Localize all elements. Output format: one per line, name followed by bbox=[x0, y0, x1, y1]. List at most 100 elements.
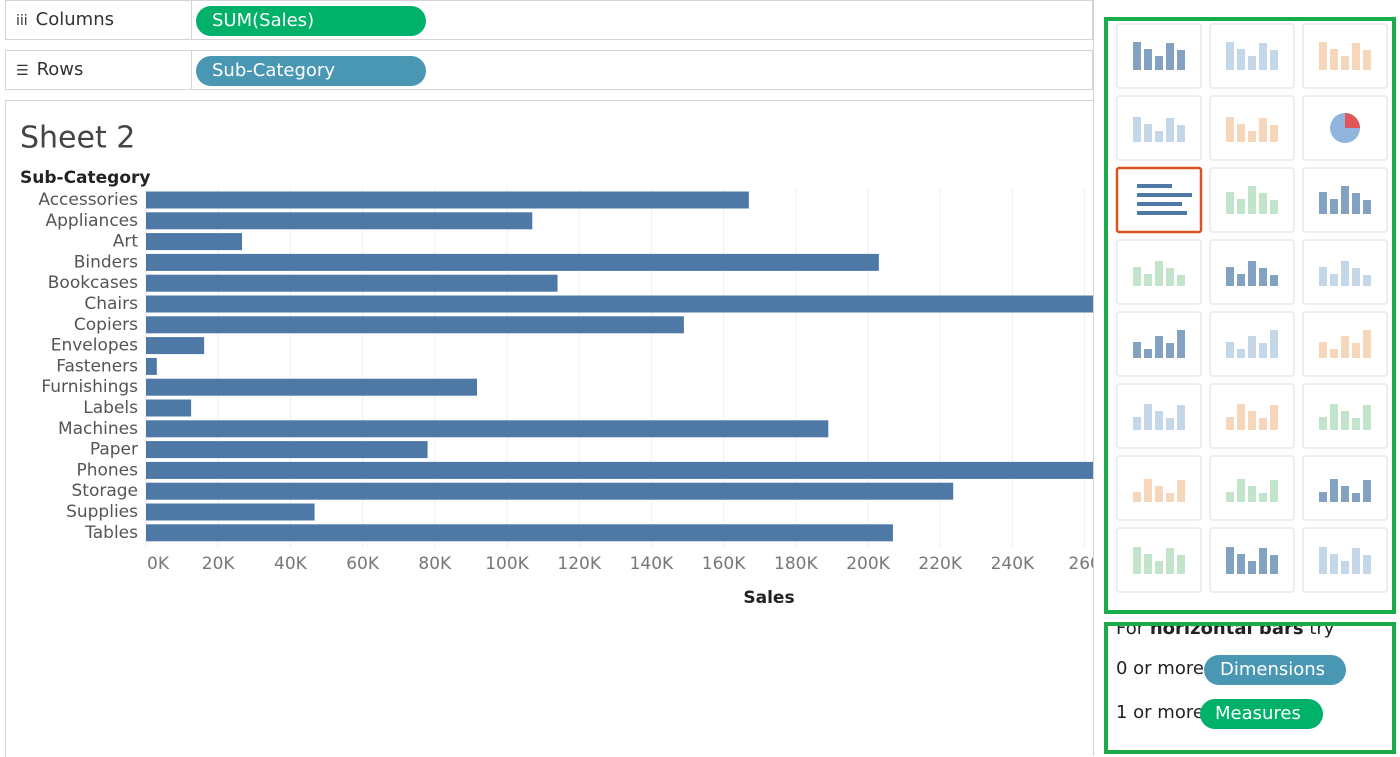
thumb-glyph bbox=[1319, 267, 1327, 286]
columns-label: Columns bbox=[35, 9, 114, 30]
thumb-glyph bbox=[1177, 275, 1185, 286]
thumb-glyph bbox=[1177, 330, 1185, 358]
bar bbox=[146, 253, 879, 271]
chart-type-thumb bbox=[1209, 527, 1295, 593]
rows-pill[interactable]: Sub-Category bbox=[196, 56, 426, 86]
thumb-glyph bbox=[1341, 56, 1349, 70]
thumb-glyph bbox=[1155, 336, 1163, 358]
y-tick-label: Storage bbox=[71, 481, 138, 501]
thumb-glyph bbox=[1166, 343, 1174, 358]
thumb-glyph bbox=[1330, 554, 1338, 574]
thumb-glyph bbox=[1259, 268, 1267, 286]
thumb-glyph bbox=[1341, 186, 1349, 214]
thumb-glyph bbox=[1352, 193, 1360, 214]
thumb-glyph bbox=[1226, 192, 1234, 214]
thumb-glyph bbox=[1155, 486, 1163, 502]
x-tick-label: 120K bbox=[557, 554, 601, 574]
bar bbox=[146, 420, 829, 438]
thumb-glyph bbox=[1177, 50, 1185, 70]
thumb-glyph bbox=[1319, 192, 1327, 214]
thumb-glyph bbox=[1259, 418, 1267, 430]
thumb-glyph bbox=[1177, 125, 1185, 142]
bar bbox=[146, 357, 157, 375]
bar bbox=[146, 503, 315, 521]
bar bbox=[146, 233, 243, 251]
thumb-glyph bbox=[1319, 42, 1327, 70]
thumb-glyph bbox=[1144, 274, 1152, 286]
bar bbox=[146, 378, 478, 396]
thumb-glyph bbox=[1237, 49, 1245, 70]
x-tick-label: 160K bbox=[702, 554, 746, 574]
thumb-glyph bbox=[1177, 555, 1185, 574]
thumb-glyph bbox=[1144, 479, 1152, 502]
thumb-glyph bbox=[1133, 267, 1141, 286]
chart-type-thumb bbox=[1302, 527, 1388, 593]
thumb-glyph bbox=[1341, 486, 1349, 502]
thumb-glyph bbox=[1137, 193, 1192, 197]
thumbnails bbox=[1115, 23, 1388, 593]
y-tick-label: Envelopes bbox=[51, 336, 138, 356]
plot: 0K 20K 40K 60K 80K 100K 120K 140K 160K 180K 200K 22… bbox=[38, 188, 1094, 574]
thumb-glyph bbox=[1144, 124, 1152, 142]
thumb-glyph bbox=[1237, 479, 1245, 502]
thumb-glyph bbox=[1133, 417, 1141, 430]
thumb-glyph bbox=[1319, 417, 1327, 430]
thumb-glyph bbox=[1177, 480, 1185, 502]
thumb-glyph bbox=[1330, 404, 1338, 430]
thumb-glyph bbox=[1226, 42, 1234, 70]
thumb-glyph bbox=[1259, 118, 1267, 142]
shelf-label: ☰ Rows bbox=[6, 51, 192, 89]
thumb-glyph bbox=[1259, 343, 1267, 358]
thumb-glyph bbox=[1319, 547, 1327, 574]
thumb-glyph bbox=[1144, 349, 1152, 358]
thumb-glyph bbox=[1345, 113, 1360, 128]
y-tick-label: Accessories bbox=[38, 190, 138, 210]
sheet-title: Sheet 2 bbox=[20, 121, 135, 156]
thumb-glyph bbox=[1237, 274, 1245, 286]
highlight-box bbox=[1104, 622, 1396, 754]
thumb-glyph bbox=[1144, 49, 1152, 70]
bar bbox=[146, 337, 205, 355]
thumb-glyph bbox=[1248, 131, 1256, 142]
thumb-glyph bbox=[1155, 131, 1163, 142]
thumb-glyph bbox=[1363, 330, 1371, 358]
thumb-glyph bbox=[1352, 548, 1360, 574]
x-tick-label: 20K bbox=[202, 554, 236, 574]
x-tick-label: 80K bbox=[418, 554, 452, 574]
thumb-glyph bbox=[1259, 493, 1267, 502]
thumb-glyph bbox=[1137, 184, 1172, 188]
thumb-glyph bbox=[1237, 124, 1245, 142]
shelf-label: iii Columns bbox=[6, 1, 192, 39]
thumb-glyph bbox=[1166, 43, 1174, 70]
chart-type-thumb bbox=[1209, 95, 1295, 161]
bar bbox=[146, 524, 893, 542]
thumb-glyph bbox=[1248, 186, 1256, 214]
thumb-glyph bbox=[1144, 404, 1152, 430]
columns-pill[interactable]: SUM(Sales) bbox=[196, 6, 426, 36]
thumb-glyph bbox=[1155, 411, 1163, 430]
thumb-glyph bbox=[1133, 492, 1141, 502]
x-tick-label: 60K bbox=[346, 554, 380, 574]
chart-type-thumb bbox=[1116, 95, 1202, 161]
x-axis-title: Sales bbox=[743, 588, 794, 608]
thumb-glyph bbox=[1248, 486, 1256, 502]
thumb-glyph bbox=[1226, 417, 1234, 430]
columns-shelf: iii Columns SUM(Sales) bbox=[5, 0, 1093, 40]
x-tick-label: 100K bbox=[485, 554, 529, 574]
hint: For horizontal bars try bbox=[1116, 618, 1335, 639]
hint-suffix: try bbox=[1309, 618, 1335, 639]
thumb-glyph bbox=[1330, 349, 1338, 358]
thumb-glyph bbox=[1166, 493, 1174, 502]
thumb-glyph bbox=[1352, 418, 1360, 430]
show-me-panel bbox=[1093, 0, 1388, 756]
y-tick-label: Art bbox=[113, 232, 139, 252]
thumb-glyph bbox=[1341, 561, 1349, 574]
thumb-glyph bbox=[1259, 548, 1267, 574]
x-tick-label: 240K bbox=[991, 554, 1035, 574]
thumb-glyph bbox=[1330, 274, 1338, 286]
y-tick-label: Copiers bbox=[74, 315, 138, 335]
thumb-glyph bbox=[1270, 330, 1278, 358]
y-tick-label: Chairs bbox=[84, 294, 138, 314]
thumb-glyph bbox=[1248, 336, 1256, 358]
thumb-glyph bbox=[1155, 561, 1163, 574]
